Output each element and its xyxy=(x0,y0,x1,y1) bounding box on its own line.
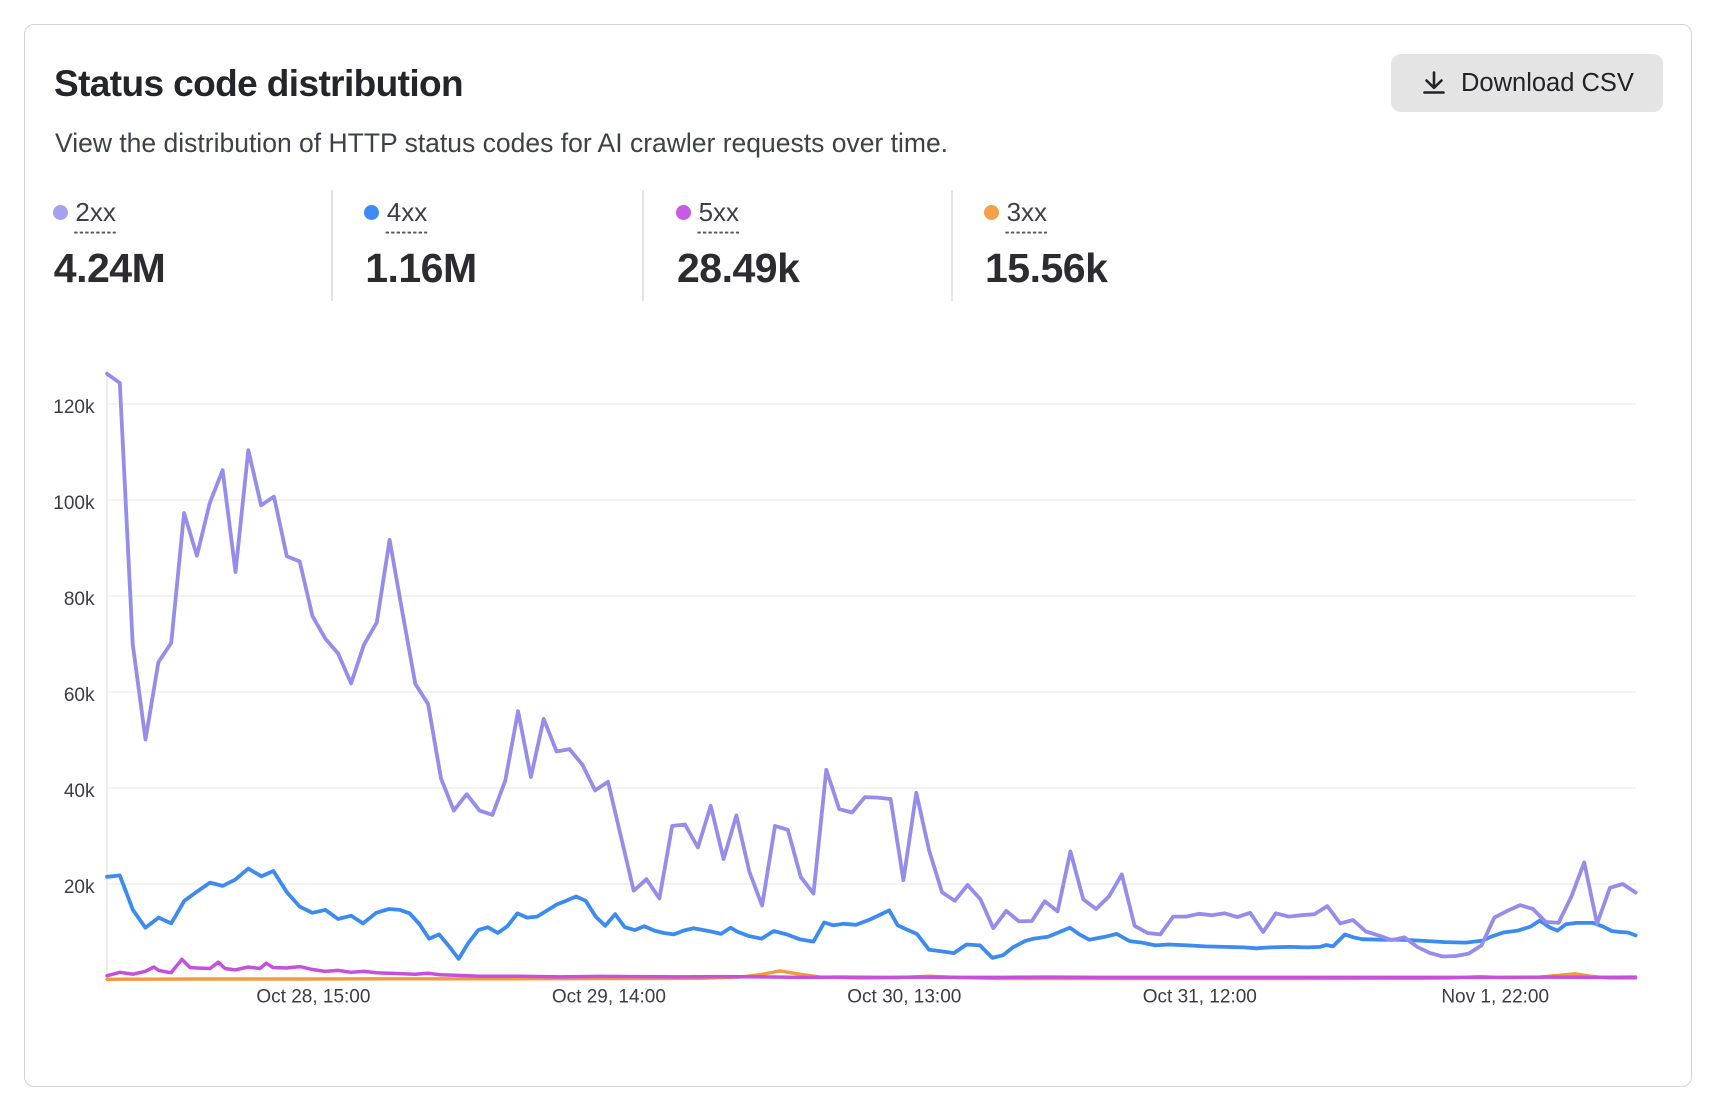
svg-text:Oct 29, 14:00: Oct 29, 14:00 xyxy=(552,987,666,1008)
svg-text:60k: 60k xyxy=(64,685,95,706)
svg-text:Oct 31, 12:00: Oct 31, 12:00 xyxy=(1143,987,1257,1008)
svg-text:Oct 30, 13:00: Oct 30, 13:00 xyxy=(847,987,961,1008)
svg-text:40k: 40k xyxy=(64,781,95,802)
svg-text:100k: 100k xyxy=(53,493,95,514)
svg-text:Oct 28, 15:00: Oct 28, 15:00 xyxy=(256,987,370,1008)
svg-text:120k: 120k xyxy=(53,397,95,418)
svg-text:80k: 80k xyxy=(64,589,95,610)
svg-text:20k: 20k xyxy=(64,877,95,898)
svg-text:Nov 1, 22:00: Nov 1, 22:00 xyxy=(1441,987,1549,1008)
